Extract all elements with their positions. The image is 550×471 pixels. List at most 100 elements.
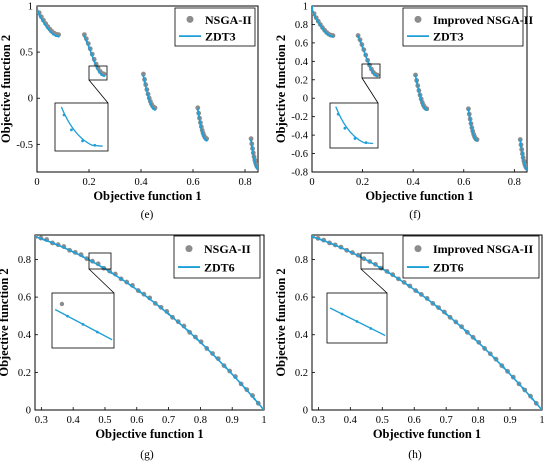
series-line-marker <box>250 145 254 149</box>
series-line-marker <box>378 265 381 269</box>
y-tick-label: 0.2 <box>18 368 31 379</box>
y-axis-label: Objective function 2 <box>0 268 11 376</box>
series-line-marker <box>253 160 256 164</box>
series-line-marker <box>519 139 522 142</box>
series-line-marker <box>406 284 410 287</box>
series-line-marker <box>129 284 132 287</box>
y-tick-label: 0.2 <box>295 75 308 86</box>
series-line-marker <box>375 74 379 78</box>
series-line-marker <box>349 250 352 254</box>
series-line-marker <box>186 329 189 332</box>
series-line-marker <box>205 139 208 142</box>
y-tick-label: -0.2 <box>291 112 308 123</box>
series-line-marker <box>435 305 438 308</box>
series-line-marker <box>519 145 523 149</box>
series-line-marker <box>72 250 75 254</box>
series-line-marker <box>330 242 333 245</box>
inset-data-point <box>59 301 65 307</box>
series-line-marker <box>470 126 473 129</box>
y-axis-label: Objective function 2 <box>274 268 288 376</box>
x-axis-label: Objective function 1 <box>373 427 481 441</box>
series-line-marker <box>454 320 458 324</box>
legend-label: NSGA-II <box>204 242 251 256</box>
series-line-marker <box>37 6 39 8</box>
inset-series-line <box>335 106 374 145</box>
y-tick-label: -0.6 <box>291 149 308 160</box>
x-tick-label: 0.8 <box>472 415 485 426</box>
series-line-marker <box>522 160 526 164</box>
series-line-marker <box>215 356 218 360</box>
legend: Improved NSGA-II ZDT6 <box>402 235 540 279</box>
x-tick-label: 0.3 <box>312 415 325 426</box>
series-line-marker <box>149 102 152 106</box>
zoom-connector <box>88 79 109 104</box>
x-tick-label: 0 <box>34 177 39 188</box>
series-line-marker <box>49 30 52 33</box>
series-line-marker <box>397 277 400 281</box>
x-tick-label: 0.8 <box>194 415 207 426</box>
series-line-marker <box>356 35 360 38</box>
series-line-marker <box>119 277 123 281</box>
series-line-marker <box>81 255 85 258</box>
y-tick-label: 1 <box>303 2 308 13</box>
legend-label: ZDT3 <box>433 30 464 44</box>
y-tick-label: 0.5 <box>20 48 33 59</box>
panel-label: (h) <box>408 449 422 461</box>
series-line-marker <box>41 19 44 22</box>
y-tick-label: 0.2 <box>295 368 308 379</box>
y-tick-label: -0.4 <box>291 131 308 142</box>
series-line-marker <box>361 46 365 50</box>
series-line-marker <box>331 35 335 38</box>
series-line-marker <box>512 376 515 379</box>
series-line-marker <box>469 121 472 124</box>
x-tick-label: 0.8 <box>508 177 521 188</box>
x-tick-label: 0.6 <box>186 177 199 188</box>
series-line-marker <box>150 105 154 109</box>
data-point <box>81 32 87 38</box>
legend-label: Improved NSGA-II <box>433 242 533 256</box>
chart-panel: 0.3 0.4 0.5 0.6 0.7 0.8 0.9 100.20.40.60.8Objec… <box>0 234 267 461</box>
series-line-marker <box>138 290 142 294</box>
legend-label: ZDT6 <box>204 261 235 275</box>
y-tick-label: 0.4 <box>18 330 32 341</box>
x-tick-label: 0.4 <box>67 415 81 426</box>
series-line-marker <box>323 30 327 33</box>
legend-box <box>402 7 524 47</box>
series-line-marker <box>422 105 426 109</box>
series-line-marker <box>416 290 419 294</box>
series-line-marker <box>243 386 247 390</box>
series-line-marker <box>483 347 486 350</box>
series-line-marker <box>339 246 343 249</box>
plot-area-frame <box>311 234 543 411</box>
series-line-marker <box>92 59 96 63</box>
series-line-marker <box>53 242 56 245</box>
x-axis-label: Objective function 1 <box>365 189 473 203</box>
inset-line-marker <box>62 113 66 117</box>
data-point <box>195 105 201 111</box>
series-line-marker <box>421 102 424 106</box>
series-line-marker <box>472 134 476 137</box>
y-tick-label: -0.8 <box>291 168 308 179</box>
x-tick-label: 0 <box>309 177 314 188</box>
x-axis-label: Objective function 1 <box>95 427 203 441</box>
series-line-marker <box>371 70 374 73</box>
series-line-marker <box>46 27 49 30</box>
x-tick-label: 0.9 <box>226 415 239 426</box>
series-line-marker <box>201 130 204 134</box>
y-tick-label: 0.8 <box>295 20 308 31</box>
data-point <box>248 136 254 142</box>
inset-line-marker <box>340 312 344 316</box>
series-line-marker <box>321 27 324 30</box>
x-tick-label: 1 <box>539 415 544 426</box>
inset-frame <box>54 102 109 152</box>
series-group <box>312 235 542 410</box>
series-line-marker <box>196 108 199 111</box>
panel-label: (f) <box>409 209 421 221</box>
series-line-marker <box>468 115 471 118</box>
series-line-marker <box>320 238 324 242</box>
chart-panel: 0 0.2 0.4 0.6 0.8 -0.5 0 0.5 1 Objective function… <box>0 2 259 221</box>
legend-box <box>174 7 256 47</box>
x-axis-label: Objective function 1 <box>93 189 201 203</box>
series-line <box>312 6 334 38</box>
series-line-marker <box>418 93 421 97</box>
